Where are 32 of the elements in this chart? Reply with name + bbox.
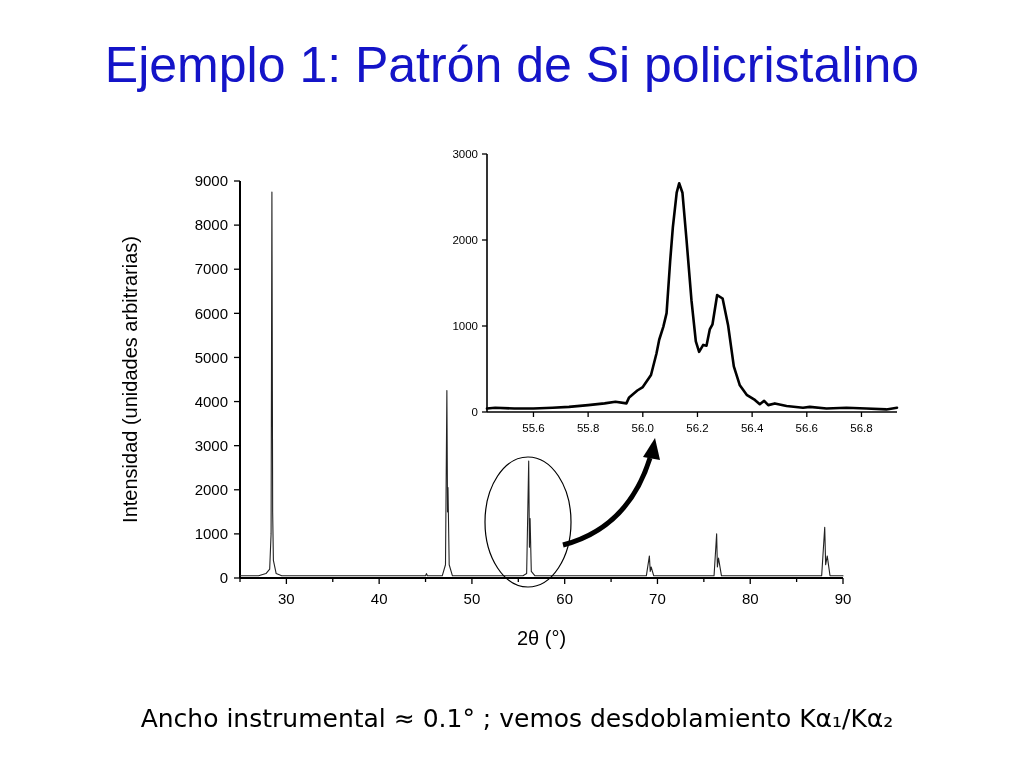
y-tick-label: 8000 [194,216,228,234]
y-tick-label: 1000 [194,525,228,543]
y-axis-title: Intensidad (unidades arbitrarias) [119,236,141,523]
x-tick-label: 70 [649,590,666,607]
y-tick-label: 6000 [194,304,228,322]
x-tick-label: 50 [463,590,481,607]
x-tick-label: 30 [278,590,295,607]
x-tick-label: 56.6 [795,422,818,434]
x-tick-label: 90 [834,590,852,607]
y-tick-label: 3000 [194,436,228,454]
x-tick-label: 56.8 [850,422,873,434]
x-tick-label: 55.8 [576,422,600,434]
x-tick-label: 60 [556,590,574,607]
y-tick-label: 4000 [194,392,228,410]
x-tick-label: 80 [741,590,759,607]
x-tick-label: 40 [370,590,388,607]
x-tick-label: 56.0 [631,422,654,434]
y-tick-label: 1000 [452,320,478,333]
y-tick-label: 0 [471,406,478,419]
y-tick-label: 2000 [452,234,478,247]
y-tick-label: 7000 [194,260,228,278]
x-axis-title: 2θ (°) [516,627,567,649]
chart-title: Ejemplo 1: Patrón de Si policristalino [104,37,920,93]
y-tick-label: 3000 [452,148,478,161]
y-tick-label: 0 [219,569,228,587]
y-tick-label: 2000 [194,481,228,499]
x-tick-label: 56.4 [740,422,764,434]
text: Ancho instrumental ≈ 0.1° ; vemos desdoblamiento Kα₁/Kα₂ [140,704,894,733]
y-tick-label: 5000 [194,348,228,366]
x-tick-label: 55.6 [522,422,545,434]
x-tick-label: 56.2 [686,422,709,434]
y-tick-label: 9000 [194,172,228,190]
